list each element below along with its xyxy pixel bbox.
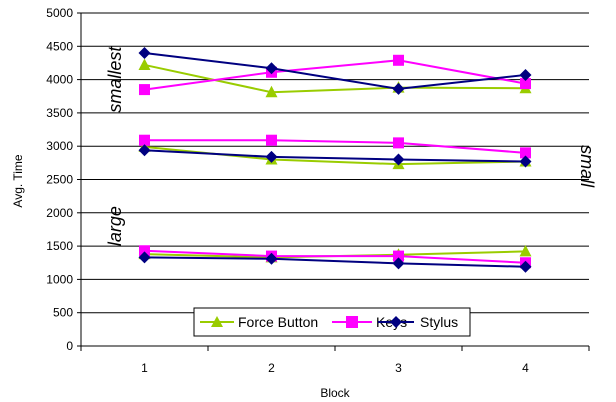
x-axis-ticks: 1 2 3 4 [80, 346, 590, 375]
diamond-marker [519, 155, 532, 168]
series-line [144, 59, 526, 91]
y-tick-label: 500 [53, 306, 73, 320]
square-marker [393, 137, 404, 149]
series-line [144, 249, 526, 264]
series-small-stylus [138, 144, 532, 168]
diamond-marker [392, 153, 405, 166]
diamond-marker [519, 68, 532, 81]
diamond-marker [138, 251, 151, 264]
series-smallest-stylus [138, 46, 532, 95]
y-tick-label: 3000 [46, 139, 73, 153]
diamond-marker [265, 252, 278, 265]
gridlines [81, 12, 589, 314]
triangle-marker-icon [211, 316, 223, 327]
diamond-marker [519, 260, 532, 273]
diamond-marker [138, 144, 151, 157]
diamond-marker [138, 46, 151, 59]
square-marker [520, 78, 531, 90]
triangle-marker [265, 85, 278, 98]
square-marker [139, 84, 150, 96]
annotation-large: large [105, 206, 125, 246]
y-tick-label: 2000 [46, 206, 73, 220]
y-axis-label: Avg. Time [11, 154, 25, 207]
square-marker [139, 245, 150, 257]
x-tick-label: 4 [522, 361, 529, 375]
annotation-small: small [577, 145, 597, 188]
square-marker [266, 134, 277, 146]
y-tick-label: 4500 [46, 39, 73, 53]
series-line [144, 51, 526, 90]
group-annotations: smallest small large [105, 46, 597, 247]
square-marker [139, 134, 150, 146]
annotation-smallest: smallest [105, 46, 125, 113]
legend-item-force-button: Force Button [200, 314, 318, 330]
square-marker [393, 250, 404, 262]
series-large-stylus [138, 251, 532, 273]
series-line [144, 139, 526, 154]
legend: Force Button Keys Stylus [193, 307, 471, 337]
series-line [144, 256, 526, 268]
series-small-force-button [138, 140, 532, 170]
series-small-keys [139, 134, 531, 159]
diamond-marker [265, 150, 278, 163]
square-marker [520, 147, 531, 159]
x-axis-label: Block [320, 386, 350, 400]
y-tick-label: 1000 [46, 272, 73, 286]
y-axis-ticks: 0 500 1000 1500 2000 2500 3000 3500 4000 4500 5000 [46, 6, 81, 353]
legend-item-stylus: Stylus [378, 314, 458, 330]
diamond-marker [392, 257, 405, 270]
series-line [144, 63, 526, 94]
x-tick-label: 1 [141, 361, 148, 375]
y-tick-label: 1500 [46, 239, 73, 253]
x-tick-label: 2 [268, 361, 275, 375]
y-tick-label: 0 [66, 339, 73, 353]
y-tick-label: 5000 [46, 6, 73, 20]
data-series [138, 46, 532, 273]
y-tick-label: 4000 [46, 73, 73, 87]
diamond-marker-icon [390, 316, 402, 328]
legend-label: Force Button [238, 314, 318, 330]
triangle-marker [138, 58, 151, 70]
square-marker [393, 54, 404, 66]
y-tick-label: 3500 [46, 106, 73, 120]
square-marker-icon [346, 316, 358, 328]
axes [80, 13, 589, 347]
y-tick-label: 2500 [46, 173, 73, 187]
legend-label: Stylus [420, 314, 458, 330]
triangle-marker [519, 244, 532, 257]
series-line [144, 149, 526, 163]
diamond-marker [392, 82, 405, 95]
diamond-marker [265, 62, 278, 75]
x-tick-label: 3 [395, 361, 402, 375]
